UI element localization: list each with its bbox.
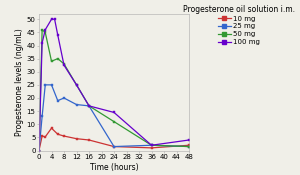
- 50 mg: [44, 31, 47, 33]
- Y-axis label: Progesterone levels (ng/mL): Progesterone levels (ng/mL): [15, 28, 24, 136]
- 100 mg: [112, 111, 116, 114]
- 10 mg: [50, 127, 53, 129]
- 50 mg: [37, 149, 41, 152]
- 100 mg: [37, 149, 41, 152]
- 50 mg: [187, 145, 191, 148]
- 25 mg: [112, 145, 116, 148]
- 25 mg: [50, 84, 53, 86]
- 50 mg: [50, 60, 53, 62]
- 25 mg: [40, 115, 44, 117]
- 100 mg: [75, 84, 78, 86]
- 10 mg: [56, 133, 59, 135]
- 10 mg: [62, 135, 66, 137]
- 10 mg: [40, 135, 44, 137]
- 10 mg: [112, 145, 116, 148]
- 25 mg: [62, 97, 66, 99]
- 100 mg: [40, 42, 44, 44]
- Line: 100 mg: 100 mg: [38, 18, 190, 152]
- 50 mg: [62, 63, 66, 65]
- 100 mg: [56, 34, 59, 36]
- 25 mg: [87, 105, 91, 107]
- 10 mg: [75, 138, 78, 140]
- 10 mg: [44, 136, 47, 138]
- 100 mg: [53, 18, 56, 20]
- 25 mg: [150, 144, 153, 146]
- 50 mg: [40, 29, 44, 31]
- 10 mg: [150, 147, 153, 149]
- Line: 50 mg: 50 mg: [38, 28, 190, 152]
- 25 mg: [37, 149, 41, 152]
- Legend: 10 mg, 25 mg, 50 mg, 100 mg: 10 mg, 25 mg, 50 mg, 100 mg: [182, 4, 296, 47]
- 10 mg: [87, 139, 91, 141]
- 25 mg: [44, 84, 47, 86]
- 10 mg: [37, 149, 41, 152]
- 50 mg: [87, 105, 91, 107]
- 25 mg: [75, 103, 78, 106]
- 50 mg: [75, 84, 78, 86]
- 10 mg: [187, 144, 191, 146]
- 100 mg: [150, 144, 153, 146]
- 50 mg: [112, 121, 116, 123]
- X-axis label: Time (hours): Time (hours): [90, 163, 138, 172]
- 100 mg: [87, 105, 91, 107]
- 100 mg: [44, 29, 47, 31]
- 25 mg: [56, 100, 59, 102]
- 50 mg: [56, 58, 59, 60]
- 50 mg: [150, 144, 153, 146]
- 100 mg: [62, 64, 66, 66]
- 100 mg: [50, 18, 53, 20]
- Line: 25 mg: 25 mg: [38, 83, 190, 152]
- 25 mg: [187, 145, 191, 148]
- Line: 10 mg: 10 mg: [38, 127, 190, 152]
- 100 mg: [187, 139, 191, 141]
